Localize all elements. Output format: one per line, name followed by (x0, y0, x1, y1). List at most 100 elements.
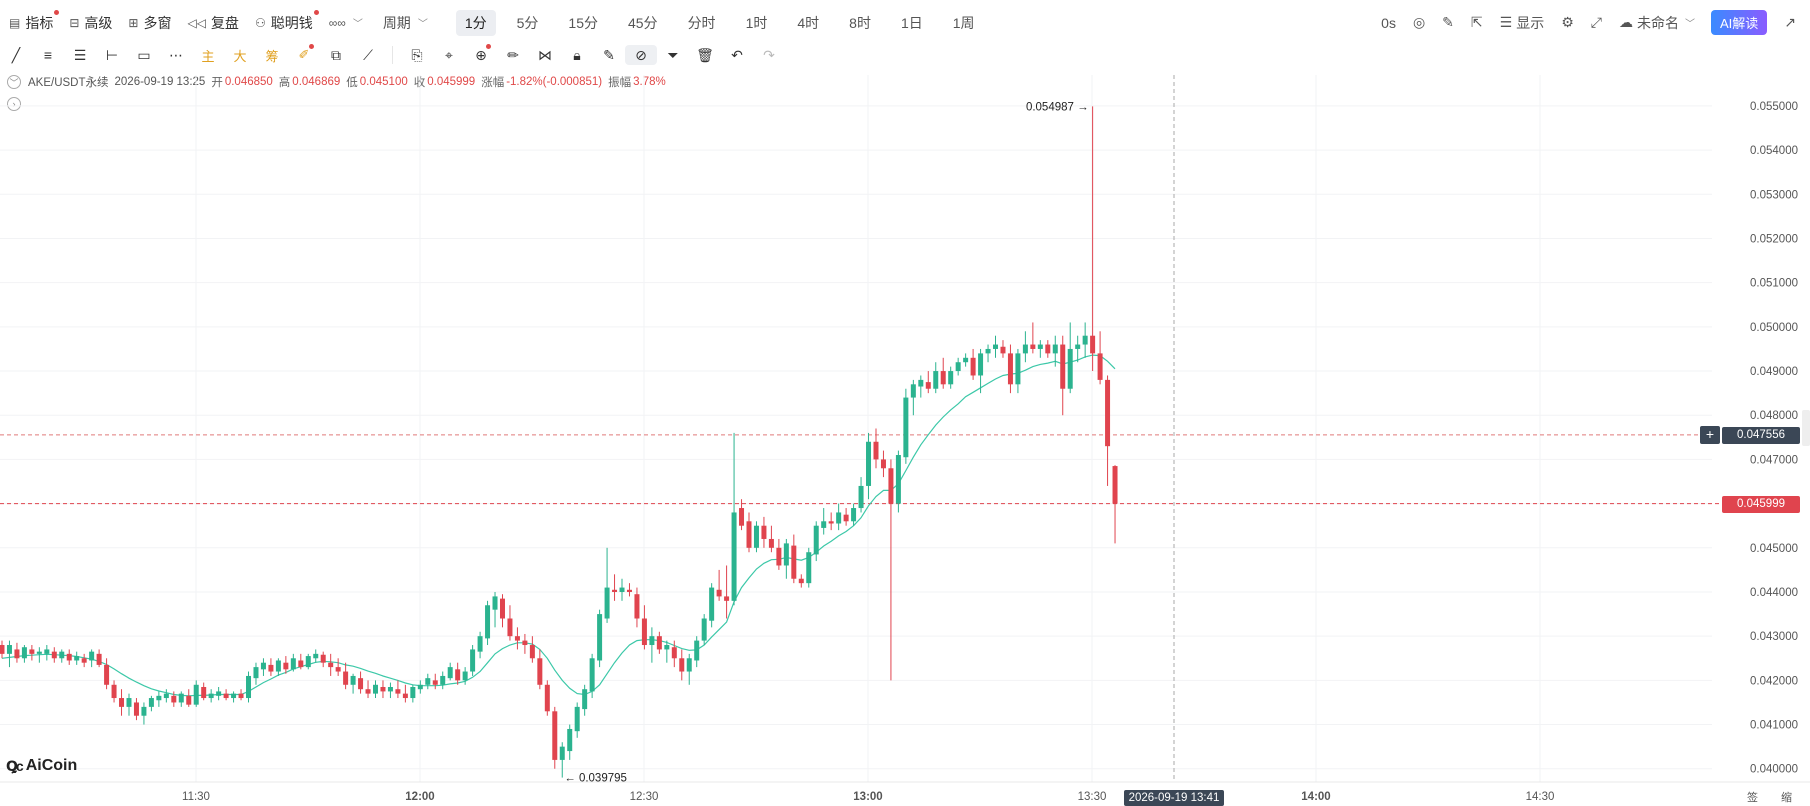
camera-icon[interactable]: ◎ (1412, 14, 1426, 30)
candle-body (425, 678, 431, 685)
parallel-lines-icon[interactable]: ≡ (43, 47, 53, 63)
candle (74, 651, 80, 665)
fullscreen-icon[interactable]: ⤢ (1590, 14, 1602, 30)
pattern-icon[interactable]: ⋈ (538, 46, 552, 63)
candle (0, 640, 5, 659)
zoom-icon[interactable]: ⊕ (465, 44, 497, 65)
price-axis-scroll-handle[interactable] (1802, 410, 1810, 446)
candle (791, 534, 797, 584)
indicator-button[interactable]: ▤ 指标 (9, 9, 60, 33)
smart-money-button[interactable]: ⚇ 聪明钱 (255, 9, 319, 33)
note-icon[interactable]: ✎ (603, 46, 615, 63)
max-price-annotation: 0.054987 → (1026, 101, 1089, 113)
candle-body (0, 645, 5, 654)
brush-icon[interactable]: ✐ (288, 44, 320, 65)
interval-5m[interactable]: 5分 (516, 14, 539, 31)
candle-body (156, 695, 162, 701)
more-dots-icon[interactable]: ⋯ (169, 46, 183, 63)
interval-timeshare[interactable]: 分时 (687, 14, 716, 31)
candle-body (903, 397, 909, 458)
export-icon[interactable]: ⇱ (1470, 14, 1483, 30)
chip-button[interactable]: 筹 (265, 48, 279, 64)
candle-body (305, 656, 311, 668)
candle-body (1067, 348, 1073, 389)
candle (283, 656, 289, 674)
redo-icon[interactable]: ↷ (763, 46, 775, 63)
candle (1060, 335, 1066, 416)
ma-polyline (1, 354, 1116, 697)
candle-body (813, 525, 819, 555)
candle-body (231, 693, 237, 699)
settings-icon[interactable]: ⚙ (1561, 14, 1574, 30)
multi-lines-icon[interactable]: ☰ (73, 46, 87, 63)
interval-4h[interactable]: 4时 (797, 14, 820, 31)
interval-1w[interactable]: 1周 (952, 14, 975, 31)
trend-line-icon[interactable]: ╱ (11, 46, 21, 63)
candle (320, 651, 326, 668)
candle-body (350, 675, 356, 685)
candle-body (1045, 344, 1051, 354)
candle (432, 673, 438, 690)
candle-body (36, 651, 42, 654)
candle-body (1030, 344, 1036, 349)
ruler-icon[interactable]: ⌖ (445, 46, 453, 63)
undo-icon[interactable]: ↶ (731, 46, 743, 63)
bookmark-icon[interactable]: ⎘ (411, 46, 423, 63)
candle (231, 691, 237, 703)
add-alert-button[interactable]: + (1700, 425, 1720, 444)
magnet-icon[interactable]: ⊘ (625, 45, 657, 65)
advanced-button[interactable]: ⊟ 高级 (69, 14, 113, 31)
big-order-button[interactable]: 大 (233, 48, 247, 64)
expand-indicators-button[interactable]: › (7, 94, 28, 112)
candle (298, 653, 304, 670)
replay-button[interactable]: ◁◁ 复盘 (187, 14, 239, 31)
interval-1d[interactable]: 1日 (900, 14, 923, 31)
candle-body (365, 689, 371, 694)
candle-body (724, 596, 730, 601)
candle-body (1060, 344, 1066, 389)
chevron-down-icon: ﹀ (1684, 19, 1695, 30)
lock-icon[interactable]: 🔒︎ (573, 46, 581, 63)
interval-45m[interactable]: 45分 (627, 14, 658, 31)
period-selector[interactable]: 周期 ﹀ (382, 14, 428, 31)
candle-body (686, 658, 692, 672)
interval-1h[interactable]: 1时 (745, 14, 768, 31)
horizontal-line-icon[interactable]: ⊢ (105, 46, 119, 63)
copy-icon[interactable]: ⧉ (331, 46, 341, 63)
candle-body (320, 654, 326, 663)
chart-type-selector[interactable]: ∞∞ ﹀ (329, 15, 363, 31)
filter-icon[interactable]: ⏷ (667, 46, 679, 63)
measure-icon[interactable]: ⟋ (363, 46, 373, 63)
candle (1022, 331, 1028, 363)
candle (948, 366, 954, 389)
ai-analysis-button[interactable]: AI解读 (1710, 10, 1768, 35)
candle (477, 631, 483, 659)
interval-8h[interactable]: 8时 (849, 14, 871, 31)
share-icon[interactable]: ↗ (1784, 14, 1796, 30)
interval-15m[interactable]: 15分 (568, 14, 598, 31)
collapse-icon[interactable]: ﹀ (7, 75, 21, 89)
layout-selector[interactable]: ☁ 未命名 ﹀ (1618, 14, 1695, 31)
multi-window-button[interactable]: ⊞ 多窗 (128, 14, 172, 31)
candle-body (410, 686, 416, 699)
candle (178, 691, 184, 707)
candle (358, 671, 364, 694)
candles (0, 106, 1118, 778)
countdown-label: 0s (1381, 14, 1396, 31)
pen-icon[interactable]: ✎ (1442, 14, 1454, 30)
delete-icon[interactable]: 🗑︎ (696, 46, 714, 63)
interval-1m[interactable]: 1分 (455, 9, 496, 36)
main-force-button[interactable]: 主 (201, 48, 215, 64)
candle (522, 633, 528, 654)
price-tick-label: 0.044000 (1750, 587, 1798, 599)
axis-corner-labels[interactable]: 签 缩 (1746, 792, 1802, 804)
cloud-icon: ☁ (1618, 14, 1633, 30)
display-button[interactable]: ☰ 显示 (1499, 14, 1545, 31)
candle (895, 450, 901, 513)
eraser-icon[interactable]: ✏ (507, 46, 519, 63)
candle-body (649, 636, 655, 646)
candle (559, 742, 565, 778)
candle (1007, 344, 1013, 394)
rectangle-icon[interactable]: ▭ (137, 46, 151, 63)
